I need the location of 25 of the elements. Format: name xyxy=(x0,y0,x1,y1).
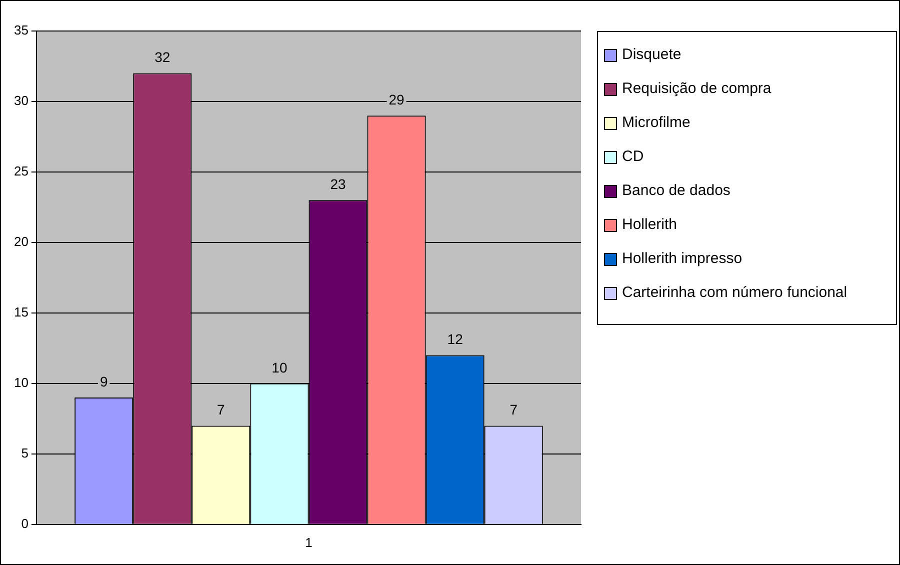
data-label: 9 xyxy=(100,373,108,390)
legend-label: Microfilme xyxy=(622,114,690,132)
y-tick-label: 35 xyxy=(14,22,28,38)
y-tick-label: 5 xyxy=(21,445,28,460)
data-label: 7 xyxy=(510,402,518,418)
x-tick-label: 1 xyxy=(305,534,312,550)
legend-label: Carteirinha com número funcional xyxy=(622,284,848,302)
data-label: 7 xyxy=(217,402,226,418)
legend-label: Hollerith impresso xyxy=(622,250,742,268)
y-tick-label: 0 xyxy=(21,516,28,531)
data-label: 12 xyxy=(447,331,464,348)
data-label: 10 xyxy=(272,359,288,376)
data-label: 23 xyxy=(330,176,346,192)
y-tick-label: 15 xyxy=(14,304,28,320)
legend-label: Banco de dados xyxy=(622,182,730,200)
legend-label: Hollerith xyxy=(622,216,678,234)
legend-label: Disquete xyxy=(622,46,682,64)
data-label: 32 xyxy=(154,49,170,66)
legend-label: Requisição de compra xyxy=(622,80,772,98)
y-tick-label: 10 xyxy=(14,375,28,390)
data-label: 29 xyxy=(388,91,405,108)
y-tick-label: 30 xyxy=(14,93,28,108)
y-tick-label: 20 xyxy=(14,234,28,250)
y-tick-label: 25 xyxy=(14,164,28,179)
legend-label: CD xyxy=(622,148,644,166)
